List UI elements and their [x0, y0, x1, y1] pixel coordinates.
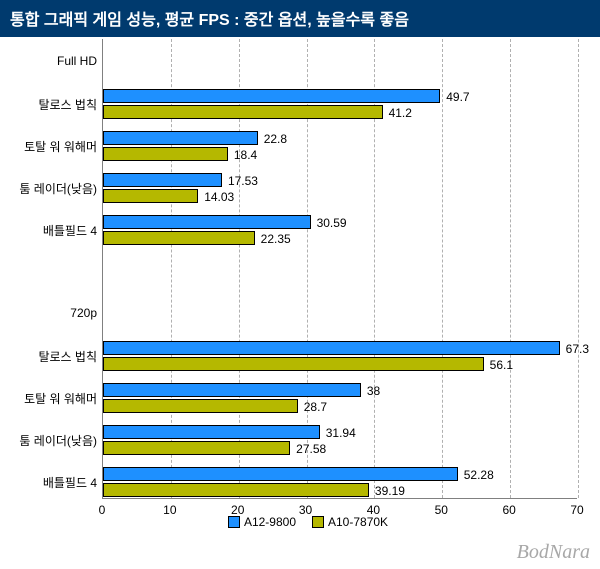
x-tick-label: 60: [502, 503, 515, 517]
bar-a10: [103, 441, 290, 455]
value-label: 41.2: [389, 106, 412, 120]
legend: A12-9800 A10-7870K: [0, 515, 600, 529]
value-label: 17.53: [228, 174, 258, 188]
bar-a10: [103, 399, 298, 413]
gridline: [442, 39, 443, 498]
chart-title: 통합 그래픽 게임 성능, 평균 FPS : 중간 옵션, 높을수록 좋음: [0, 0, 600, 37]
bar-a12: [103, 215, 311, 229]
value-label: 14.03: [204, 190, 234, 204]
legend-label: A10-7870K: [328, 515, 388, 529]
value-label: 30.59: [317, 216, 347, 230]
x-tick-label: 0: [99, 503, 106, 517]
value-label: 31.94: [326, 426, 356, 440]
x-tick-label: 20: [231, 503, 244, 517]
watermark: BodNara: [517, 541, 590, 564]
value-label: 18.4: [234, 148, 257, 162]
bar-a12: [103, 341, 560, 355]
bar-a12: [103, 89, 440, 103]
bar-a10: [103, 357, 484, 371]
row-label: 탈로스 법칙: [2, 348, 97, 365]
value-label: 28.7: [304, 400, 327, 414]
value-label: 27.58: [296, 442, 326, 456]
x-tick-label: 70: [570, 503, 583, 517]
bar-a10: [103, 483, 369, 497]
gridline: [578, 39, 579, 498]
row-label: 툼 레이더(낮음): [2, 180, 97, 197]
row-label: 720p: [2, 306, 97, 320]
bar-a12: [103, 425, 320, 439]
value-label: 22.8: [264, 132, 287, 146]
bar-a10: [103, 231, 255, 245]
x-tick-label: 30: [299, 503, 312, 517]
legend-label: A12-9800: [244, 515, 296, 529]
bar-a12: [103, 383, 361, 397]
gridline: [510, 39, 511, 498]
legend-swatch: [228, 516, 240, 528]
row-label: 배틀필드 4: [2, 474, 97, 491]
value-label: 56.1: [490, 358, 513, 372]
row-label: Full HD: [2, 54, 97, 68]
plot-area: 49.741.222.818.417.5314.0330.5922.3567.3…: [102, 39, 577, 499]
x-tick-label: 10: [163, 503, 176, 517]
row-label: 툼 레이더(낮음): [2, 432, 97, 449]
value-label: 49.7: [446, 90, 469, 104]
value-label: 39.19: [375, 484, 405, 498]
x-tick-label: 50: [435, 503, 448, 517]
legend-swatch: [312, 516, 324, 528]
bar-a12: [103, 467, 458, 481]
bar-a12: [103, 173, 222, 187]
row-label: 토탈 워 워해머: [2, 390, 97, 407]
value-label: 22.35: [261, 232, 291, 246]
row-label: 탈로스 법칙: [2, 96, 97, 113]
bar-a10: [103, 147, 228, 161]
value-label: 38: [367, 384, 380, 398]
bar-a10: [103, 105, 383, 119]
x-tick-label: 40: [367, 503, 380, 517]
bar-a12: [103, 131, 258, 145]
bar-a10: [103, 189, 198, 203]
row-label: 배틀필드 4: [2, 222, 97, 239]
row-label: 토탈 워 워해머: [2, 138, 97, 155]
value-label: 67.3: [566, 342, 589, 356]
chart-container: 49.7 41.2 22.8 18.4 17.53 14.03 30.59 22.35 67.3…: [0, 34, 600, 529]
value-label: 52.28: [464, 468, 494, 482]
